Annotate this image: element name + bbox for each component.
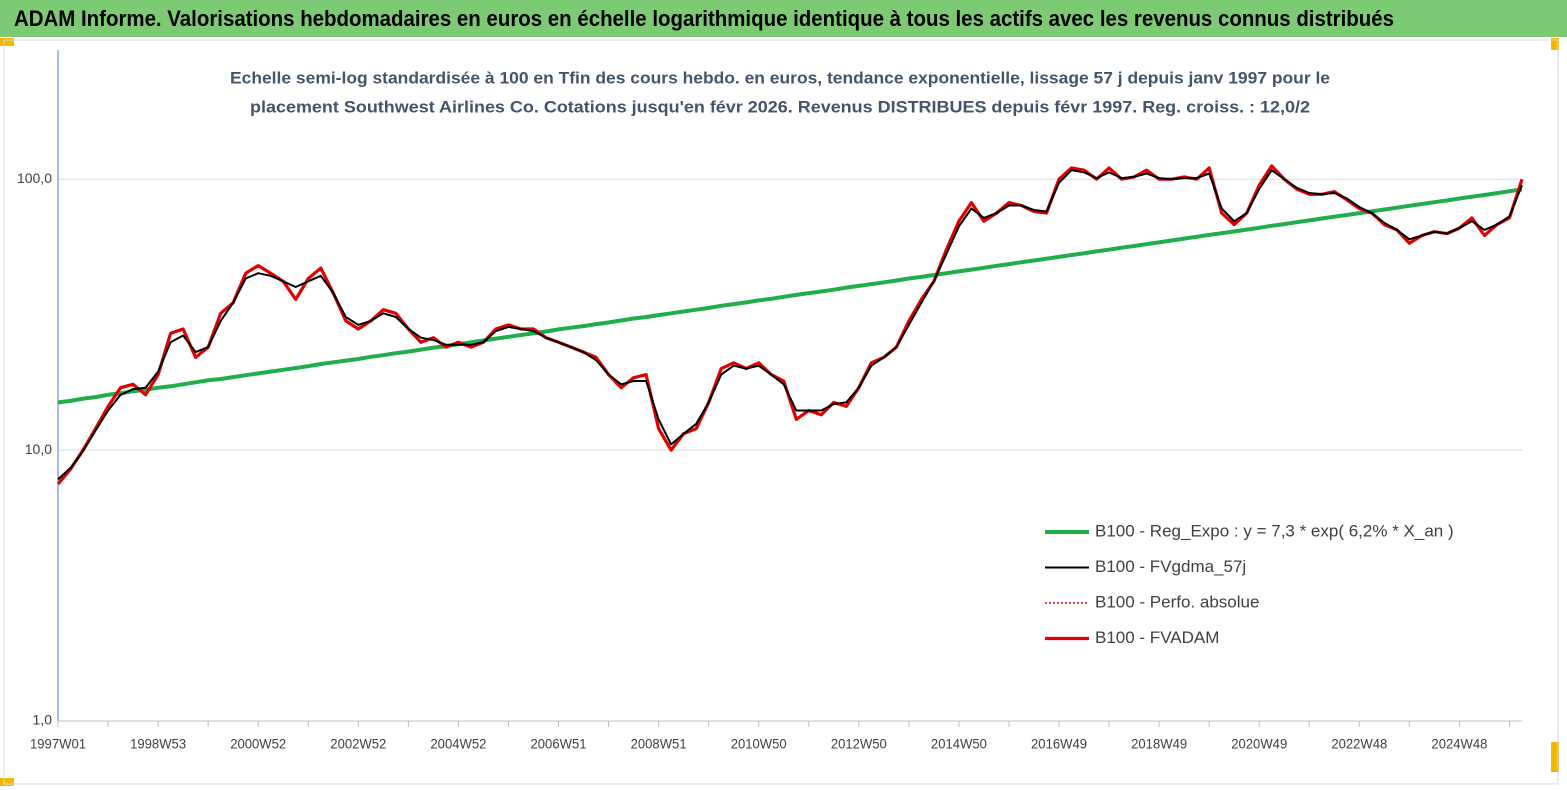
title-bar <box>0 0 1567 37</box>
legend-label: B100 - Reg_Expo : y = 7,3 * exp( 6,2% * … <box>1095 521 1454 540</box>
y-tick-label: 100,0 <box>17 170 52 186</box>
series-line <box>56 164 1524 486</box>
x-tick-label: 1998W53 <box>130 736 186 752</box>
subtitle: placement Southwest Airlines Co. Cotatio… <box>250 97 1310 116</box>
x-tick-label: 2004W52 <box>430 736 486 752</box>
corner-mark <box>1551 742 1559 772</box>
chart-title: ADAM Informe. Valorisations hebdomadaire… <box>14 6 1394 31</box>
x-tick-label: 1997W01 <box>30 736 86 752</box>
legend-label: B100 - FVgdma_57j <box>1095 557 1246 576</box>
series-line <box>57 169 1523 481</box>
x-tick-label: 2008W51 <box>631 736 687 752</box>
x-tick-label: 2012W50 <box>831 736 887 752</box>
x-tick-label: 2022W48 <box>1331 736 1387 752</box>
x-tick-label: 2014W50 <box>931 736 987 752</box>
series-line <box>57 187 1523 405</box>
x-tick-label: 2010W50 <box>731 736 787 752</box>
chart-border <box>3 39 1559 785</box>
x-tick-label: 2018W49 <box>1131 736 1187 752</box>
legend-label: B100 - Perfo. absolue <box>1095 592 1259 611</box>
corner-mark <box>0 778 14 786</box>
y-tick-label: 1,0 <box>33 712 53 728</box>
x-tick-label: 2002W52 <box>330 736 386 752</box>
x-tick-label: 2006W51 <box>531 736 587 752</box>
x-tick-label: 2000W52 <box>230 736 286 752</box>
x-tick-label: 2020W49 <box>1231 736 1287 752</box>
y-tick-label: 10,0 <box>25 441 52 457</box>
subtitle: Echelle semi-log standardisée à 100 en T… <box>230 68 1330 87</box>
corner-mark <box>1551 38 1559 50</box>
legend-label: B100 - FVADAM <box>1095 628 1219 647</box>
x-tick-label: 2016W49 <box>1031 736 1087 752</box>
corner-mark <box>0 38 14 46</box>
x-tick-label: 2024W48 <box>1431 736 1487 752</box>
